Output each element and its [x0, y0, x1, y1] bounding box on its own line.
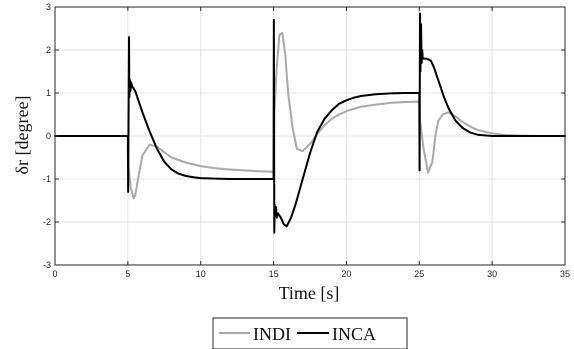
y-tick-label: -2	[43, 217, 51, 227]
x-tick-label: 15	[269, 269, 279, 279]
series-layer	[54, 12, 566, 234]
legend-label-inca: INCA	[332, 324, 376, 344]
x-tick-label: 30	[487, 269, 497, 279]
ticks: 0 5 10 15 20 25 30 35 -3 -2 -1 0 1 2 3	[43, 2, 570, 279]
y-tick-label: -1	[43, 174, 51, 184]
y-axis-label: δr [degree]	[12, 96, 32, 175]
x-tick-label: 10	[196, 269, 206, 279]
y-tick-label: 1	[46, 88, 51, 98]
x-axis-label: Time [s]	[279, 283, 340, 303]
x-tick-label: 5	[125, 269, 130, 279]
legend: INDI INCA	[212, 317, 408, 349]
legend-label-indi: INDI	[253, 324, 291, 344]
y-tick-label: 3	[46, 2, 51, 12]
x-tick-label: 25	[414, 269, 424, 279]
x-tick-label: 35	[560, 269, 570, 279]
y-tick-label: 0	[46, 131, 51, 141]
x-tick-label: 0	[52, 269, 57, 279]
y-tick-label: -3	[43, 260, 51, 270]
y-tick-label: 2	[46, 45, 51, 55]
series-line-inca	[54, 12, 566, 234]
x-tick-label: 20	[341, 269, 351, 279]
